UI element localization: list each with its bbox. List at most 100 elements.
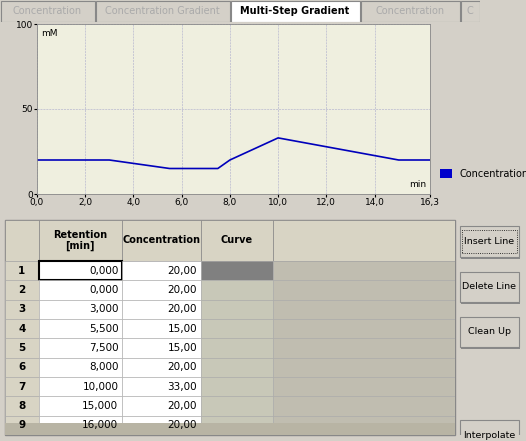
Text: Delete Line: Delete Line [462,282,517,291]
Bar [5,396,39,416]
Bar [5,220,39,261]
Bar [122,280,201,299]
Text: 15,00: 15,00 [167,343,197,353]
Bar [1,0,95,22]
Text: 3: 3 [18,304,25,314]
Text: 5,500: 5,500 [89,324,118,333]
Text: 10,000: 10,000 [83,381,118,392]
Bar [39,396,122,416]
Bar [122,377,201,396]
Bar [461,319,520,349]
Bar [460,272,519,302]
Text: Multi-Step Gradient: Multi-Step Gradient [240,6,350,16]
Bar [460,317,519,347]
Bar [39,338,122,358]
Bar [273,280,455,299]
Bar [5,416,39,435]
Text: mM: mM [41,29,57,38]
Bar [122,416,201,435]
Bar [122,396,201,416]
Bar [201,319,273,338]
Bar [122,220,201,261]
Bar [273,299,455,319]
Bar [201,377,273,396]
Bar [5,319,39,338]
Text: 15,000: 15,000 [82,401,118,411]
Bar [273,261,455,280]
Text: Concentration: Concentration [13,6,82,16]
Legend: Concentration: Concentration [440,169,526,179]
Bar [201,220,273,261]
Text: Concentration Gradient: Concentration Gradient [105,6,220,16]
Text: min: min [409,180,426,189]
Text: Concentration: Concentration [376,6,444,16]
Text: C: C [467,6,473,16]
Bar [201,416,273,435]
Text: 6: 6 [18,362,25,372]
Bar [96,0,229,22]
Bar [122,338,201,358]
Bar [460,420,519,441]
Bar [273,396,455,416]
Text: 2: 2 [18,285,25,295]
Text: 33,00: 33,00 [167,381,197,392]
Bar [462,230,517,253]
Bar [201,396,273,416]
Bar [460,0,480,22]
Text: 8: 8 [18,401,25,411]
Bar [230,0,359,22]
Bar [273,220,455,261]
Bar [201,261,273,280]
Text: Retention
[min]: Retention [min] [53,230,107,251]
Text: 7: 7 [18,381,26,392]
Bar [461,422,520,441]
Bar [5,423,455,435]
Bar [39,319,122,338]
Text: Insert Line: Insert Line [464,237,514,246]
Text: Clean Up: Clean Up [468,327,511,336]
Text: Curve: Curve [221,235,253,246]
Text: 7,500: 7,500 [89,343,118,353]
Bar [122,261,201,280]
Bar [39,416,122,435]
Text: Concentration: Concentration [123,235,200,246]
Text: 20,00: 20,00 [168,420,197,430]
Bar [39,377,122,396]
Bar [5,299,39,319]
Bar [5,261,39,280]
Bar [39,299,122,319]
Text: Interpolate: Interpolate [463,430,515,440]
Bar [201,299,273,319]
Text: 0,000: 0,000 [89,265,118,276]
Bar [39,358,122,377]
Text: 20,00: 20,00 [168,304,197,314]
Text: 16,000: 16,000 [82,420,118,430]
Bar [5,338,39,358]
Bar [122,299,201,319]
Bar [39,280,122,299]
Bar [273,319,455,338]
Text: 3,000: 3,000 [89,304,118,314]
Text: 20,00: 20,00 [168,285,197,295]
Bar [273,377,455,396]
Bar [273,358,455,377]
Bar [273,338,455,358]
Text: 20,00: 20,00 [168,265,197,276]
Bar [201,338,273,358]
Text: 5: 5 [18,343,25,353]
Bar [122,358,201,377]
Text: 20,00: 20,00 [168,401,197,411]
Text: 20,00: 20,00 [168,362,197,372]
Bar [201,280,273,299]
Text: 0,000: 0,000 [89,285,118,295]
Bar [5,377,39,396]
Text: 4: 4 [18,324,26,333]
Text: 8,000: 8,000 [89,362,118,372]
Bar [201,358,273,377]
Bar [273,416,455,435]
Bar [360,0,460,22]
Bar [461,274,520,304]
Bar [460,226,519,257]
Text: 1: 1 [18,265,25,276]
Bar [39,261,122,280]
